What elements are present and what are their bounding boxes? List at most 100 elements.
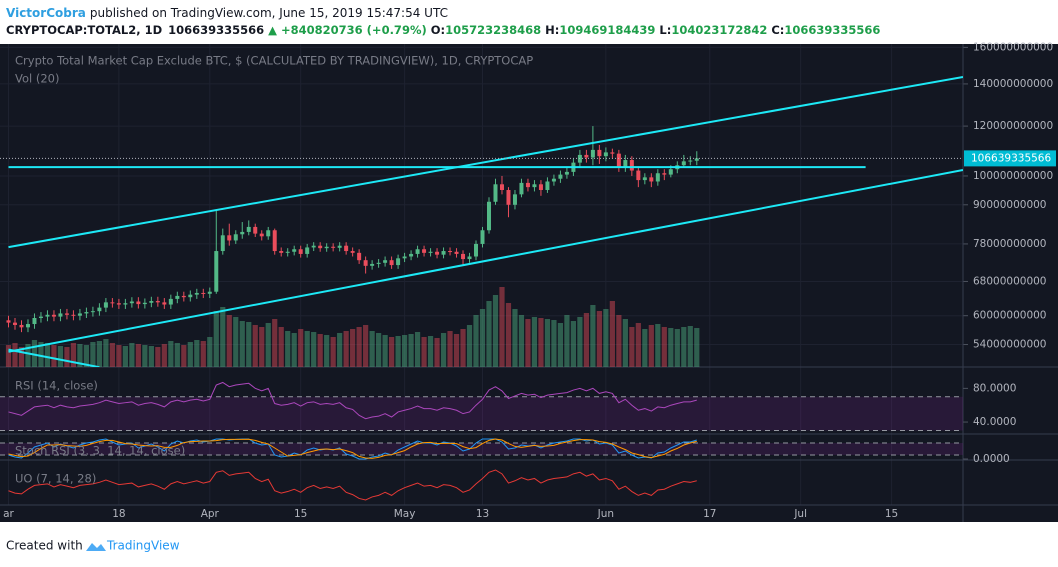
candle-body [694, 158, 699, 161]
indicator-line [8, 469, 697, 501]
volume-bar [447, 331, 453, 367]
volume-bar [116, 345, 122, 367]
candle-body [597, 149, 602, 157]
y-tick-label: 60000000000 [973, 310, 1047, 322]
volume-bar [343, 331, 349, 367]
volume-bar [207, 337, 213, 367]
candle-body [435, 251, 440, 255]
y-tick-label: 160000000000 [973, 41, 1053, 53]
candle-body [285, 251, 290, 253]
candle-body [266, 230, 271, 237]
candle-body [149, 301, 154, 303]
candle-body [350, 251, 355, 253]
volume-bar [285, 331, 291, 367]
candle-body [454, 251, 459, 254]
x-tick-label: 18 [112, 508, 125, 520]
volume-bar [616, 315, 622, 367]
candle-body [461, 253, 466, 260]
trendlines [8, 75, 963, 367]
candle-body [175, 295, 180, 299]
volume-bar [479, 309, 486, 367]
candle-body [201, 292, 206, 294]
candle-body [233, 234, 238, 241]
volume-bar [395, 336, 401, 367]
volume-bar [681, 327, 687, 367]
indicator-label: RSI (14, close) [15, 379, 98, 393]
volume-bar [174, 343, 180, 367]
volume-bar [168, 341, 174, 367]
x-tick-label: 13 [476, 508, 489, 520]
volume-bar [525, 319, 531, 367]
volume-bar [492, 295, 499, 367]
volume-bar [187, 342, 193, 367]
candle-body [642, 177, 647, 181]
candle-body [383, 260, 388, 263]
candle-body [415, 249, 420, 254]
volume-bar [655, 324, 661, 367]
x-tick-label: Apr [201, 508, 220, 520]
candle-body [272, 230, 277, 252]
candle-body [136, 301, 141, 305]
y-tick-label: 68000000000 [973, 275, 1047, 287]
symbol: CRYPTOCAP:TOTAL2, 1D [6, 23, 162, 37]
y-tick-label: 120000000000 [973, 120, 1053, 132]
indicator-label: UO (7, 14, 28) [15, 472, 96, 486]
candle-body [357, 252, 362, 261]
footer-brand[interactable]: TradingView [106, 539, 180, 553]
candle-body [292, 249, 297, 252]
volume-bar [421, 337, 427, 367]
x-tick-label: Jul [793, 508, 807, 520]
candle-body [71, 314, 76, 316]
volume-bar [129, 343, 135, 367]
indicator-line [8, 381, 697, 420]
candle-body [331, 246, 336, 248]
volume-bar [583, 313, 589, 367]
c-label: C: [771, 23, 784, 37]
candle-body [545, 181, 550, 190]
volume-bar [142, 345, 148, 367]
volume-bar [252, 325, 258, 367]
candle-body [142, 302, 147, 305]
chart-title: Crypto Total Market Cap Exclude BTC, $ (… [15, 54, 533, 68]
candle-body [318, 245, 323, 249]
volume-bar [518, 315, 525, 367]
y-tick-label: 100000000000 [973, 170, 1053, 182]
volume-bar [401, 335, 408, 367]
volume-bar [570, 321, 577, 367]
candle-body [486, 201, 491, 231]
volume-bar [291, 333, 297, 367]
candle-body [616, 153, 621, 167]
candle-body [681, 161, 686, 166]
candle-body [253, 226, 258, 234]
candle-body [428, 251, 433, 253]
candle-body [207, 291, 212, 294]
footer-created: Created with [6, 539, 83, 553]
candle-body [610, 152, 615, 154]
volume-bar [5, 345, 12, 367]
volume-bar [304, 331, 310, 367]
candle-body [499, 184, 504, 190]
candle-body [467, 256, 472, 260]
volume [5, 287, 700, 367]
candle-body [12, 322, 17, 325]
volume-bar [31, 340, 38, 367]
candle-body [389, 260, 394, 266]
volume-bar [12, 343, 18, 367]
volume-bar [51, 345, 57, 367]
volume-bar [363, 325, 369, 367]
volume-bar [596, 311, 602, 367]
volume-bar [330, 337, 336, 367]
candle-body [58, 313, 63, 317]
indicator-band [0, 396, 963, 431]
volume-bar [220, 307, 226, 367]
l: 104023172842 [671, 23, 767, 37]
volume-bar [96, 341, 103, 367]
brand-logo [86, 543, 106, 551]
y-tick-label: 140000000000 [973, 78, 1053, 90]
candle-body [649, 177, 654, 182]
candle-body [214, 251, 219, 292]
volume-bar [603, 309, 609, 367]
volume-bar [531, 317, 538, 367]
volume-bar [298, 329, 304, 367]
volume-bar [642, 329, 648, 367]
